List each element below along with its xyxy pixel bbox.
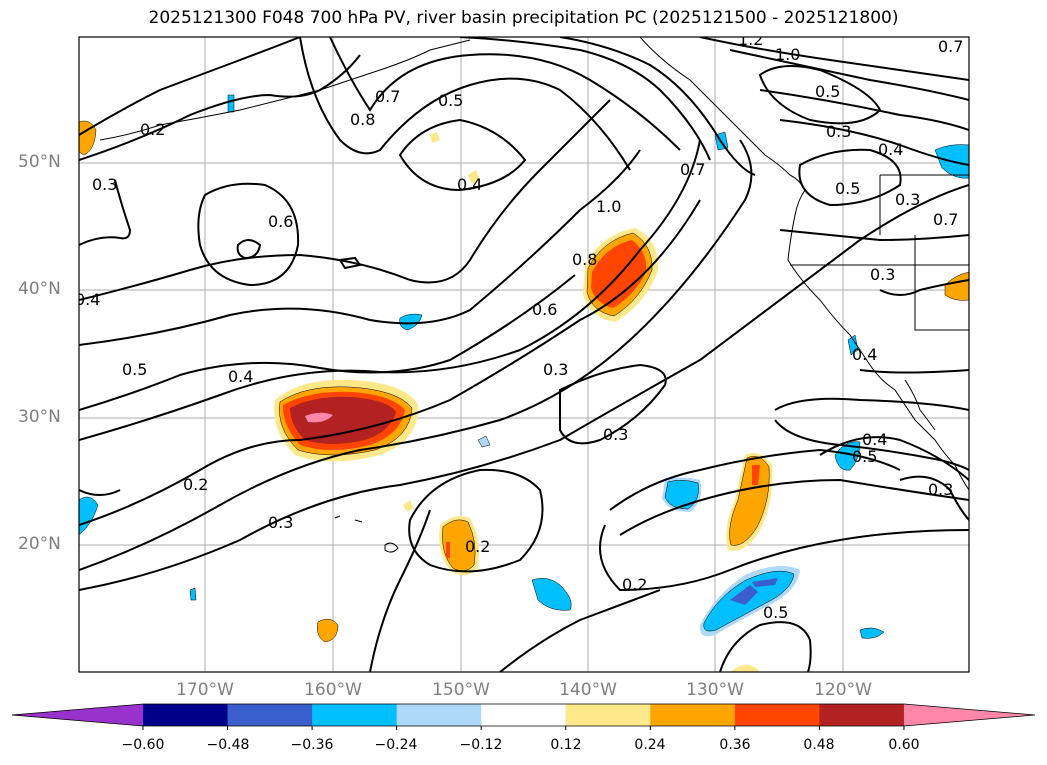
- colorbar-tick: 0.48: [803, 737, 835, 753]
- lon-label: 140°W: [559, 680, 617, 700]
- contour-label: 0.7: [375, 87, 400, 106]
- lon-label: 160°W: [304, 680, 362, 700]
- north-america-coast: [639, 37, 969, 491]
- lon-label: 150°W: [432, 680, 490, 700]
- contour-label: 0.5: [438, 91, 463, 110]
- contour-label: 0.6: [268, 212, 293, 231]
- contour-label: 0.3: [895, 190, 920, 209]
- contour-label: 0.2: [465, 537, 490, 556]
- contour-label: 0.3: [603, 425, 628, 444]
- colorbar-tick: 0.36: [719, 737, 751, 753]
- lat-label: 20°N: [18, 534, 61, 554]
- hawaii: [334, 515, 399, 553]
- lon-label: 120°W: [814, 680, 872, 700]
- lon-label: 130°W: [686, 680, 744, 700]
- lon-label: 170°W: [176, 680, 234, 700]
- colorbar-tick: 0.12: [550, 737, 582, 753]
- contour-label: 0.2: [140, 120, 165, 139]
- colorbar-tick: −0.48: [206, 737, 250, 753]
- contour-label: 0.5: [852, 447, 877, 466]
- contour-label: 0.2: [183, 475, 208, 494]
- map-frame: [78, 36, 970, 673]
- lat-label: 30°N: [18, 407, 61, 427]
- contour-label: 0.5: [122, 360, 147, 379]
- contour-label: 0.4: [457, 175, 482, 194]
- contour-label: 0.4: [228, 367, 253, 386]
- contour-label: 0.3: [928, 480, 953, 499]
- colorbar-tick: −0.24: [374, 737, 418, 753]
- alaska-aleutians: [99, 39, 471, 141]
- contour-label: 0.3: [268, 513, 293, 532]
- contour-label: 0.4: [878, 140, 903, 159]
- contour-label: 0.3: [870, 265, 895, 284]
- contour-labels: 1.2 1.0 0.7 0.5 0.3 0.4 0.5 0.3 0.2 0.8 …: [75, 30, 963, 622]
- contour-label: 0.6: [532, 300, 557, 319]
- contour-label: 1.0: [596, 197, 621, 216]
- colorbar-tick: −0.36: [290, 737, 334, 753]
- precip-shading: [79, 94, 969, 672]
- lat-label: 40°N: [18, 279, 61, 299]
- lat-label: 50°N: [18, 152, 61, 172]
- contour-label: 0.8: [350, 110, 375, 129]
- map-title: 2025121300 F048 700 hPa PV, river basin …: [148, 8, 899, 28]
- colorbar-tick: 0.24: [634, 737, 666, 753]
- contour-label: 0.7: [680, 160, 705, 179]
- contour-label: 0.5: [763, 603, 788, 622]
- colorbar-tick: −0.12: [459, 737, 503, 753]
- contour-label: 0.3: [543, 360, 568, 379]
- contour-label: 0.5: [835, 179, 860, 198]
- contour-label: 0.4: [862, 430, 887, 449]
- colorbar-tick: −0.60: [121, 737, 165, 753]
- contour-label: 0.3: [92, 175, 117, 194]
- contour-label: 0.3: [826, 122, 851, 141]
- pv-contours: [79, 37, 969, 672]
- contour-label: 0.4: [75, 290, 100, 309]
- contour-label: 1.0: [775, 45, 800, 64]
- contour-label: 0.5: [815, 82, 840, 101]
- contour-label: 0.7: [938, 37, 963, 56]
- contour-label: 0.2: [622, 575, 647, 594]
- contour-label: 0.7: [933, 210, 958, 229]
- contour-label: 1.2: [738, 30, 763, 49]
- contour-label: 0.4: [852, 345, 877, 364]
- coastlines: [99, 37, 969, 553]
- colorbar-tick: 0.60: [888, 737, 920, 753]
- contour-label: 0.8: [572, 250, 597, 269]
